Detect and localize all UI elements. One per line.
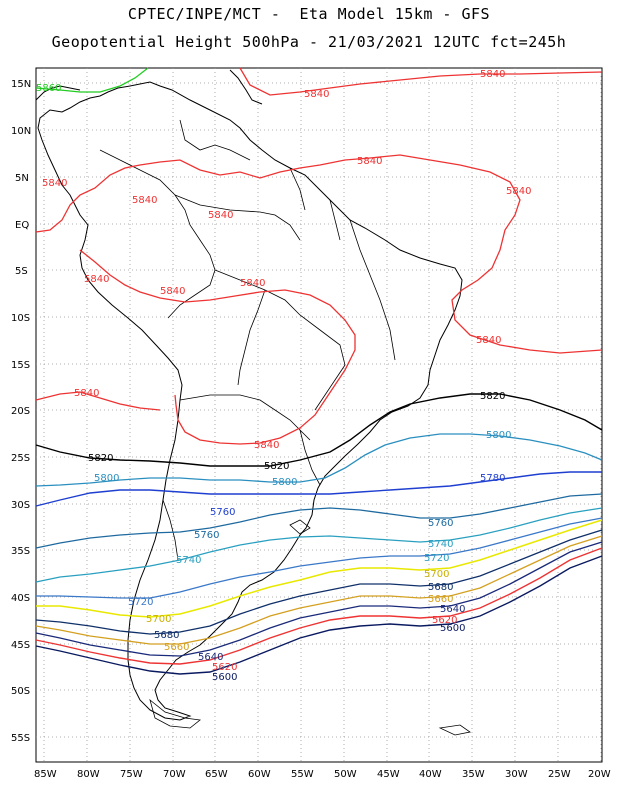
label-5820-a: 5820 (480, 391, 505, 402)
map-frame (35, 67, 603, 763)
lon-tick: 40W (419, 769, 442, 780)
lon-tick: 55W (291, 769, 314, 780)
map-title: CPTEC/INPE/MCT - Eta Model 15km - GFS (127, 5, 491, 23)
label-5840-e: 5840 (42, 178, 67, 189)
lat-tick: 10N (11, 126, 31, 137)
label-5840-b: 5840 (304, 89, 329, 100)
contour-5840-south (35, 391, 161, 411)
contour-5640-line (35, 541, 603, 657)
lat-tick: 40S (11, 593, 30, 604)
lon-tick: 75W (120, 769, 143, 780)
label-5840-j: 5840 (160, 286, 185, 297)
lat-tick: 50S (11, 686, 30, 697)
label-5680-a: 5680 (428, 582, 453, 593)
label-5820-c: 5820 (264, 461, 289, 472)
map-subtitle: Geopotential Height 500hPa - 21/03/2021 … (51, 33, 567, 51)
lat-tick: 45S (11, 640, 30, 651)
lon-tick: 85W (34, 769, 57, 780)
label-5740-a: 5740 (428, 539, 453, 550)
lat-tick: 5S (15, 266, 28, 277)
label-5860: 5860 (36, 83, 61, 94)
lon-tick: 45W (377, 769, 400, 780)
label-5780-a: 5780 (480, 473, 505, 484)
contour-5720-line (36, 517, 603, 599)
contour-5840-north (239, 67, 603, 96)
lon-tick: 20W (588, 769, 611, 780)
label-5640-b: 5640 (198, 652, 223, 663)
lat-tick: EQ (15, 220, 29, 231)
lon-tick: 25W (548, 769, 571, 780)
label-5660-a: 5660 (428, 594, 453, 605)
contour-5780-line (35, 471, 602, 507)
lon-tick: 50W (334, 769, 357, 780)
label-5680-b: 5680 (154, 630, 179, 641)
contour-5740-line (35, 507, 603, 583)
contour-5840-amazon (35, 154, 603, 354)
contour-5800-line (35, 433, 603, 487)
label-5660-b: 5660 (164, 642, 189, 653)
lat-tick: 5N (15, 173, 29, 184)
contour-5860 (35, 67, 149, 93)
label-5720-b: 5720 (128, 597, 153, 608)
label-5620-a: 5620 (432, 615, 457, 626)
contour-5680-line (35, 529, 603, 635)
label-5820-b: 5820 (88, 453, 113, 464)
label-5720-a: 5720 (424, 553, 449, 564)
label-5840-l: 5840 (74, 388, 99, 399)
label-5800-a: 5800 (486, 430, 511, 441)
contour-5620-line (35, 547, 603, 665)
contour-5760-line (35, 493, 603, 549)
label-5840-a: 5840 (480, 69, 505, 80)
contour-5660-line (35, 535, 603, 645)
central-america-coast (35, 69, 263, 105)
lon-tick: 30W (505, 769, 528, 780)
label-5760-c: 5760 (194, 530, 219, 541)
lat-tick: 15N (11, 79, 31, 90)
lat-tick: 20S (11, 406, 30, 417)
label-5700-b: 5700 (146, 614, 171, 625)
contour-labels: 5860 5840 5840 5840 5840 5840 5840 5840 … (36, 69, 531, 683)
label-5800-b: 5800 (94, 473, 119, 484)
label-5800-c: 5800 (272, 477, 297, 488)
label-5600-b: 5600 (212, 672, 237, 683)
contour-5840-interior (79, 249, 356, 445)
label-5840-c: 5840 (357, 156, 382, 167)
label-5840-m: 5840 (254, 440, 279, 451)
label-5760-b: 5760 (428, 518, 453, 529)
lon-tick: 35W (462, 769, 485, 780)
label-5600-a: 5600 (440, 623, 465, 634)
lat-tick: 55S (11, 733, 30, 744)
coastline (37, 81, 463, 721)
label-5700-a: 5700 (424, 569, 449, 580)
label-5840-i: 5840 (240, 278, 265, 289)
tierra-del-fuego (149, 519, 471, 736)
label-5840-h: 5840 (84, 274, 109, 285)
lat-tick: 10S (11, 313, 30, 324)
label-5840-f: 5840 (132, 195, 157, 206)
contour-5600-line (35, 555, 603, 675)
label-5840-g: 5840 (208, 210, 233, 221)
label-5620-b: 5620 (212, 662, 237, 673)
label-5760-a: 5760 (210, 507, 235, 518)
label-5840-d: 5840 (506, 186, 531, 197)
lat-tick: 30S (11, 500, 30, 511)
contour-5700-line (36, 519, 603, 618)
longitude-axis: 85W 80W 75W 70W 65W 60W 55W 50W 45W 40W … (34, 769, 611, 780)
lat-tick: 15S (11, 360, 30, 371)
label-5740-b: 5740 (176, 555, 201, 566)
lon-tick: 60W (248, 769, 271, 780)
label-5840-k: 5840 (476, 335, 501, 346)
lat-tick: 25S (11, 453, 30, 464)
lat-tick: 35S (11, 546, 30, 557)
latitude-axis: 15N 10N 5N EQ 5S 10S 15S 20S 25S 30S 35S… (11, 79, 31, 744)
contour-5820 (35, 393, 603, 467)
label-5640-a: 5640 (440, 604, 465, 615)
lon-tick: 65W (205, 769, 228, 780)
lon-tick: 70W (163, 769, 186, 780)
lon-tick: 80W (77, 769, 100, 780)
